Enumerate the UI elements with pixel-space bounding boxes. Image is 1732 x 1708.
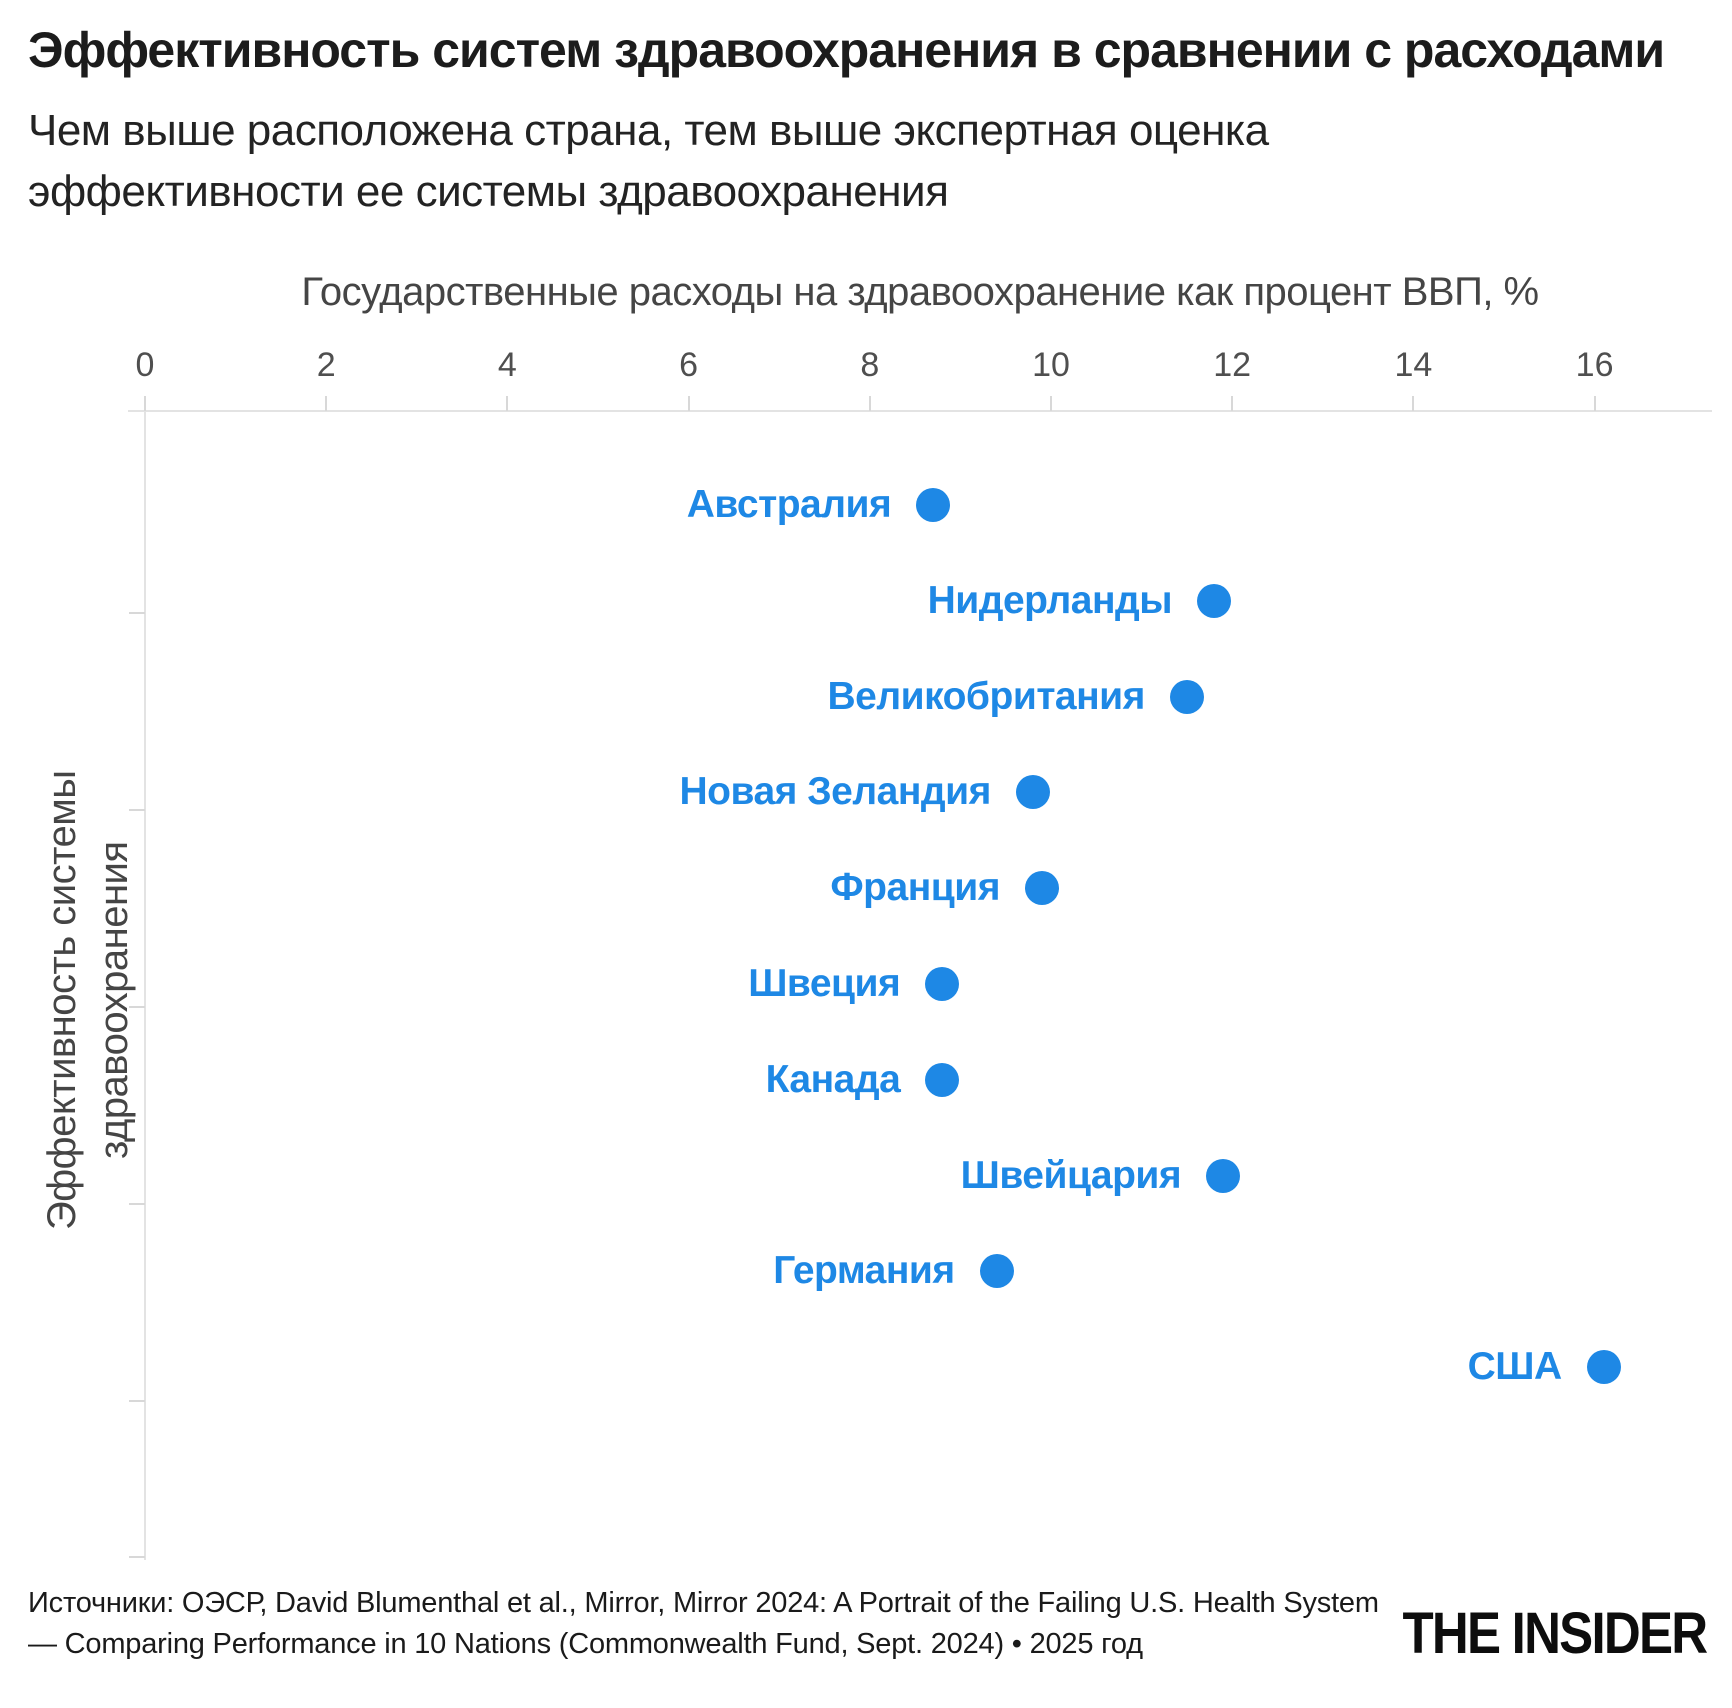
the-insider-logo: THE INSIDER <box>1402 1601 1708 1666</box>
data-point-dot <box>1024 871 1059 906</box>
x-tick-mark <box>325 396 328 411</box>
data-point-dot <box>1586 1350 1621 1385</box>
x-tick-label: 6 <box>679 346 699 384</box>
data-point-dot <box>925 967 960 1001</box>
data-point-label: Великобритания <box>827 674 1146 718</box>
data-point-label: США <box>1467 1345 1563 1389</box>
data-point-dot <box>979 1254 1014 1289</box>
data-point-dot <box>1206 1158 1241 1193</box>
data-point-label: Германия <box>773 1249 955 1293</box>
x-axis-title: Государственные расходы на здравоохранен… <box>301 270 1539 314</box>
y-tick-mark <box>129 1203 145 1205</box>
x-tick-label: 12 <box>1213 346 1252 384</box>
y-axis-title: Эффективность системы здравоохранения <box>40 770 136 1230</box>
data-point-dot <box>1197 583 1232 618</box>
x-tick-mark <box>144 396 146 411</box>
data-point-label: Швеция <box>748 962 901 1005</box>
x-tick-mark <box>868 396 871 411</box>
data-point-label: Швейцария <box>960 1153 1182 1197</box>
chart-subtitle: Чем выше расположена страна, тем выше эк… <box>28 106 1269 216</box>
x-tick-mark <box>506 396 509 411</box>
data-point-dot <box>925 1062 960 1097</box>
x-tick-label: 10 <box>1032 346 1070 384</box>
data-point-label: Австралия <box>686 483 892 526</box>
y-tick-mark <box>129 1400 145 1402</box>
y-tick-mark <box>129 1006 145 1008</box>
data-point-label: Нидерланды <box>927 578 1173 622</box>
x-tick-mark <box>1593 396 1596 411</box>
x-tick-label: 2 <box>316 346 336 384</box>
data-point-label: Канада <box>765 1057 901 1101</box>
x-tick-label: 4 <box>497 346 517 384</box>
y-tick-mark <box>129 612 145 614</box>
y-tick-mark <box>129 809 145 811</box>
x-tick-label: 8 <box>860 346 880 384</box>
data-point-dot <box>1169 679 1204 714</box>
y-tick-mark <box>129 1556 145 1558</box>
y-axis-line <box>144 410 146 1560</box>
chart-title: Эффективность систем здравоохранения в с… <box>28 22 1665 78</box>
x-tick-mark <box>1412 396 1415 411</box>
footer-sources: Источники: ОЭСР, David Blumenthal et al.… <box>28 1587 1379 1660</box>
x-axis-line <box>128 410 1712 412</box>
x-tick-mark <box>1050 396 1052 411</box>
data-point-label: Франция <box>830 866 1000 910</box>
x-tick-label: 14 <box>1394 346 1433 384</box>
data-point-dot <box>916 488 951 522</box>
data-point-dot <box>1015 775 1050 810</box>
x-tick-mark <box>1231 396 1234 411</box>
x-tick-label: 16 <box>1575 346 1614 384</box>
x-tick-label: 0 <box>135 346 155 384</box>
x-tick-mark <box>687 396 690 411</box>
data-point-label: Новая Зеландия <box>679 770 992 814</box>
